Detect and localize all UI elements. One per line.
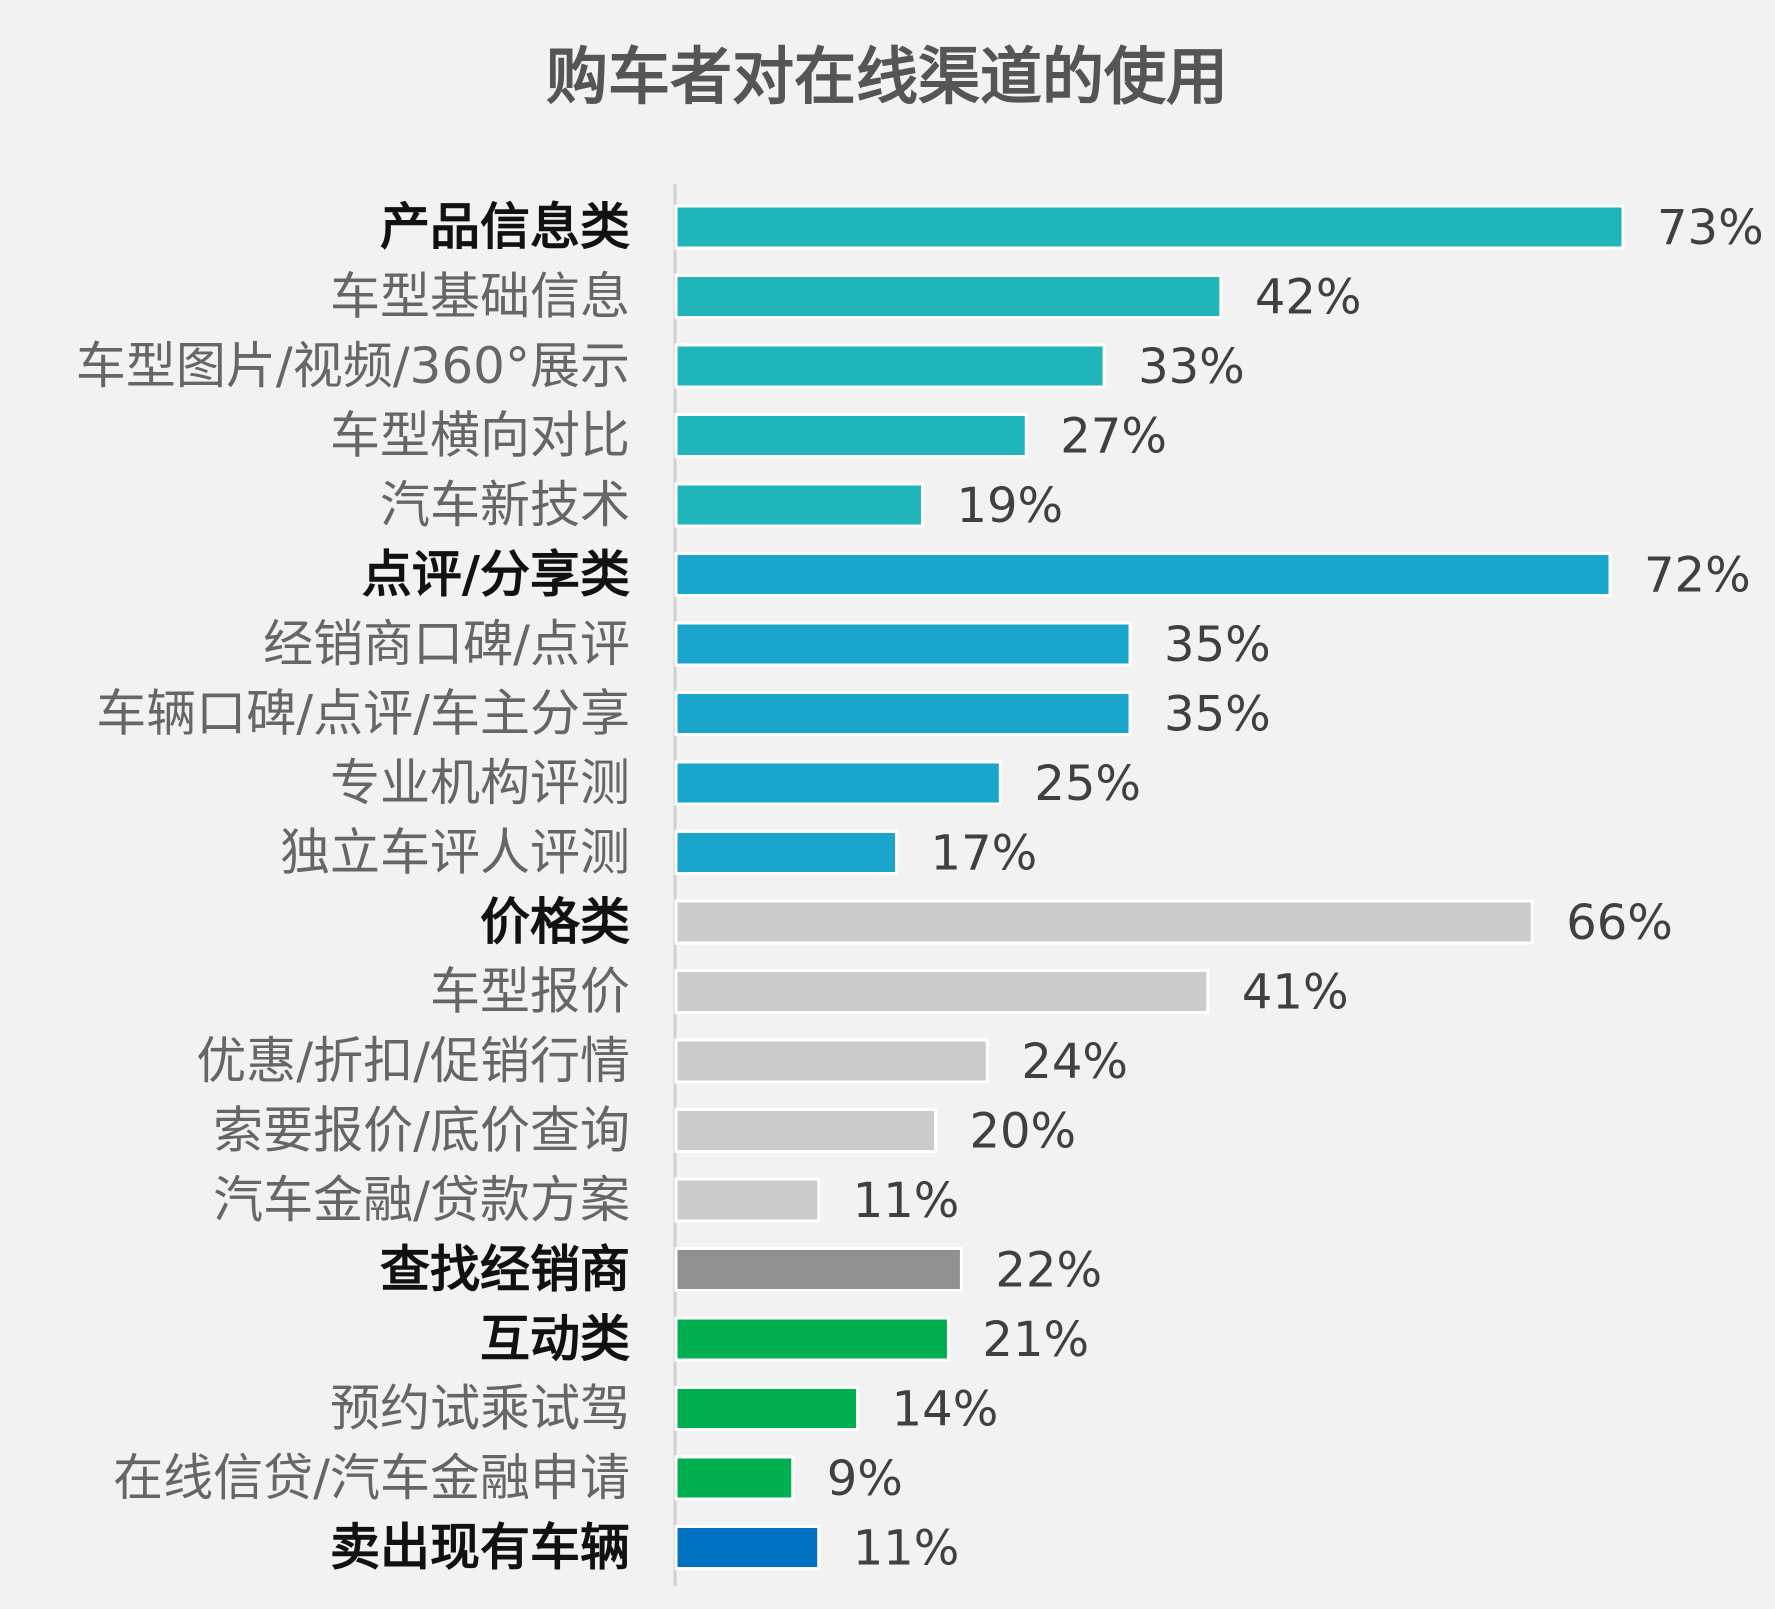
- bar: [674, 1177, 821, 1223]
- bar: [674, 1038, 989, 1084]
- data-label: 21%: [982, 1312, 1089, 1368]
- category-label: 车型图片/视频/360°展示: [76, 337, 630, 395]
- category-labels-layer: 产品信息类车型基础信息车型图片/视频/360°展示车型横向对比汽车新技术点评/分…: [76, 198, 630, 1577]
- bar: [674, 274, 1223, 319]
- data-label: 33%: [1138, 339, 1245, 395]
- bar: [674, 691, 1132, 736]
- bar: [674, 830, 899, 875]
- bars-layer: [674, 204, 1625, 1570]
- bar: [674, 552, 1612, 597]
- category-group-label: 价格类: [480, 893, 630, 951]
- bar: [674, 413, 1028, 458]
- bar: [674, 621, 1132, 667]
- data-label: 41%: [1242, 965, 1349, 1021]
- category-label: 独立车评人评测: [280, 824, 630, 882]
- category-group-label: 点评/分享类: [362, 546, 630, 604]
- data-label: 73%: [1657, 200, 1764, 256]
- data-label: 72%: [1644, 548, 1751, 604]
- bar: [674, 969, 1210, 1014]
- category-label: 经销商口碑/点评: [263, 615, 630, 673]
- bar: [674, 1525, 821, 1570]
- data-label: 11%: [853, 1173, 960, 1229]
- bar: [674, 1247, 963, 1292]
- category-group-label: 产品信息类: [380, 198, 630, 256]
- data-label: 42%: [1255, 270, 1362, 326]
- bar: [674, 482, 924, 528]
- category-group-label: 查找经销商: [380, 1241, 630, 1299]
- data-label: 25%: [1034, 756, 1141, 812]
- category-label: 专业机构评测: [330, 754, 630, 812]
- category-label: 车型报价: [430, 963, 630, 1021]
- category-group-label: 互动类: [480, 1310, 630, 1368]
- data-label: 17%: [931, 826, 1038, 882]
- bar: [674, 1316, 950, 1362]
- data-label: 24%: [1021, 1034, 1128, 1090]
- category-label: 车型横向对比: [330, 407, 630, 465]
- bar: [674, 1455, 795, 1501]
- bar: [674, 899, 1534, 945]
- data-label: 11%: [853, 1521, 960, 1577]
- bar: [674, 760, 1002, 806]
- category-label: 优惠/折扣/促销行情: [196, 1032, 630, 1090]
- category-label: 车型基础信息: [330, 268, 630, 326]
- data-label: 19%: [956, 478, 1063, 534]
- bar: [674, 343, 1106, 389]
- data-label: 66%: [1566, 895, 1673, 951]
- data-label: 22%: [995, 1243, 1102, 1299]
- data-label: 35%: [1164, 687, 1271, 743]
- value-labels-layer: 73% 42%33% 27% 19% 72% 35% 35% 25% 17% 66% 41% 24% 2…: [827, 200, 1764, 1577]
- bar: [674, 1108, 937, 1153]
- category-group-label: 卖出现有车辆: [330, 1519, 630, 1577]
- data-label: 27%: [1060, 409, 1167, 465]
- category-label: 预约试乘试驾: [330, 1380, 630, 1438]
- bar: [674, 1386, 860, 1431]
- category-label: 车辆口碑/点评/车主分享: [96, 685, 630, 743]
- category-label: 在线信贷/汽车金融申请: [113, 1449, 630, 1507]
- category-label: 汽车新技术: [380, 476, 630, 534]
- data-label: 14%: [892, 1382, 999, 1438]
- data-label: 35%: [1164, 617, 1271, 673]
- data-label: 9%: [827, 1451, 903, 1507]
- chart-title: 购车者对在线渠道的使用: [546, 40, 1228, 113]
- bar: [674, 204, 1625, 250]
- category-label: 汽车金融/贷款方案: [213, 1171, 630, 1229]
- data-label: 20%: [969, 1104, 1076, 1160]
- category-label: 索要报价/底价查询: [213, 1102, 630, 1160]
